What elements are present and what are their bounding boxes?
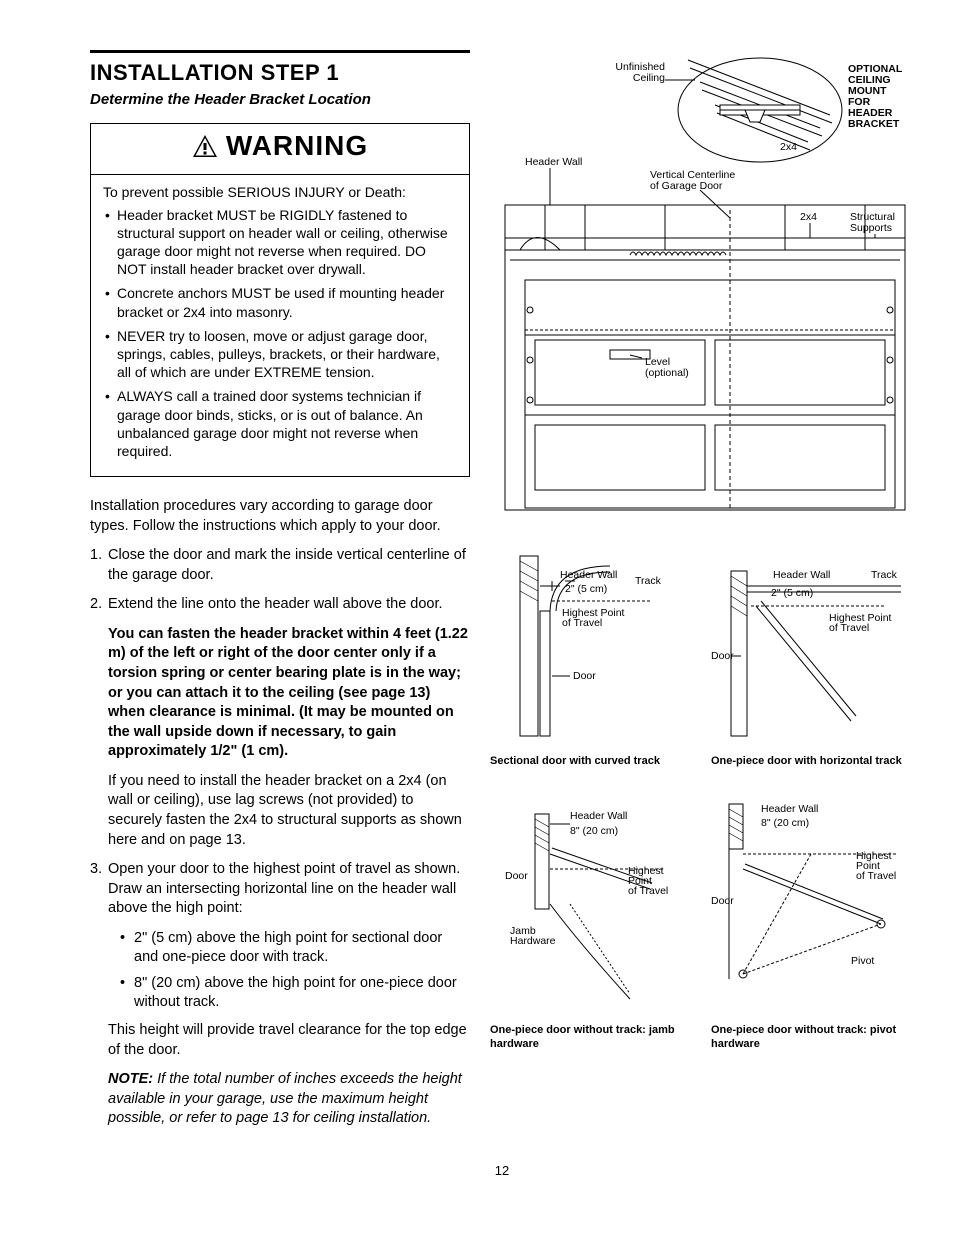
step-note: NOTE: If the total number of inches exce… (108, 1070, 470, 1129)
svg-text:JambHardware: JambHardware (510, 925, 556, 947)
warning-box: WARNING To prevent possible SERIOUS INJU… (90, 123, 470, 477)
label: Header Wall (570, 810, 627, 822)
page-title: INSTALLATION STEP 1 (90, 59, 470, 88)
step-text: Extend the line onto the header wall abo… (108, 595, 470, 615)
intro-paragraph: Installation procedures vary according t… (90, 497, 470, 536)
label: Track (871, 569, 898, 581)
svg-text:HighestPointof Travel: HighestPointof Travel (628, 865, 668, 897)
sub-item: 2" (5 cm) above the high point for secti… (120, 929, 470, 968)
page: INSTALLATION STEP 1 Determine the Header… (90, 50, 914, 1139)
svg-text:2" (5 cm): 2" (5 cm) (565, 583, 607, 595)
warning-item: ALWAYS call a trained door systems techn… (103, 387, 457, 460)
warning-list: Header bracket MUST be RIGIDLY fastened … (103, 206, 457, 460)
label: Header Wall (773, 569, 830, 581)
step-text: If you need to install the header bracke… (108, 772, 470, 850)
page-number: 12 (90, 1163, 914, 1180)
diagram-caption: One-piece door without track: pivot hard… (711, 1023, 914, 1052)
step-1: Close the door and mark the inside verti… (90, 546, 470, 585)
right-column: UnfinishedCeiling OPTIONALCEILINGMOUNTFO… (490, 50, 914, 1139)
left-column: INSTALLATION STEP 1 Determine the Header… (90, 50, 470, 1139)
label: Header Wall (761, 803, 818, 815)
step-text: Open your door to the highest point of t… (108, 860, 470, 919)
diagram-c: Header Wall 8" (20 cm) HighestPointof Tr… (490, 794, 693, 1051)
diagram-caption: One-piece door without track: jamb hardw… (490, 1023, 693, 1052)
label: Pivot (851, 955, 874, 967)
label-2x4-top: 2x4 (780, 141, 797, 153)
step-3-sublist: 2" (5 cm) above the high point for secti… (108, 929, 470, 1013)
note-label: NOTE: (108, 1071, 153, 1087)
label: 2" (5 cm) (771, 587, 813, 599)
warning-heading: WARNING (91, 124, 469, 175)
sub-item: 8" (20 cm) above the high point for one-… (120, 974, 470, 1013)
svg-text:OPTIONALCEILINGMOUNTFORHEADERB: OPTIONALCEILINGMOUNTFORHEADERBRACKET (848, 63, 903, 130)
warning-icon (192, 134, 218, 158)
steps-list: Close the door and mark the inside verti… (90, 546, 470, 1129)
diagram-b: Header Wall Track 2" (5 cm) Highest Poin… (711, 546, 914, 768)
warning-title: WARNING (226, 128, 368, 164)
svg-text:HighestPointof Travel: HighestPointof Travel (856, 850, 896, 882)
diagram-a: Header Wall 2" (5 cm) Track Highest Poin… (490, 546, 693, 768)
label: Door (505, 870, 528, 882)
svg-text:Level(optional): Level(optional) (645, 356, 689, 379)
label: Door (573, 670, 596, 682)
note-text: If the total number of inches exceeds th… (108, 1071, 462, 1126)
svg-text:StructuralSupports: StructuralSupports (850, 211, 895, 234)
label-2x4: 2x4 (800, 211, 817, 223)
warning-item: NEVER try to loosen, move or adjust gara… (103, 327, 457, 382)
warning-intro: To prevent possible SERIOUS INJURY or De… (103, 183, 457, 201)
label: Header Wall (560, 569, 617, 581)
svg-text:Highest Pointof Travel: Highest Pointof Travel (829, 612, 892, 634)
label: Door (711, 650, 734, 662)
warning-item: Concrete anchors MUST be used if mountin… (103, 284, 457, 320)
step-3: Open your door to the highest point of t… (90, 860, 470, 1129)
svg-text:Vertical Centerlineof Garage D: Vertical Centerlineof Garage Door (650, 169, 735, 192)
step-2: Extend the line onto the header wall abo… (90, 595, 470, 850)
step-bold-note: You can fasten the header bracket within… (108, 625, 470, 762)
instructions: Installation procedures vary according t… (90, 497, 470, 1129)
label: 8" (20 cm) (761, 817, 809, 829)
diagram-row-2: Header Wall 8" (20 cm) HighestPointof Tr… (490, 794, 914, 1051)
diagram-main: UnfinishedCeiling OPTIONALCEILINGMOUNTFO… (490, 50, 914, 520)
diagram-d: Header Wall 8" (20 cm) HighestPointof Tr… (711, 794, 914, 1051)
diagram-caption: One-piece door with horizontal track (711, 754, 914, 768)
label-header-wall: Header Wall (525, 156, 582, 168)
svg-text:Highest Pointof Travel: Highest Pointof Travel (562, 607, 625, 629)
svg-text:UnfinishedCeiling: UnfinishedCeiling (615, 61, 665, 84)
rule-top (90, 50, 470, 53)
step-text: This height will provide travel clearanc… (108, 1021, 470, 1060)
diagram-row-1: Header Wall 2" (5 cm) Track Highest Poin… (490, 546, 914, 768)
step-text: Close the door and mark the inside verti… (108, 547, 466, 583)
diagram-caption: Sectional door with curved track (490, 754, 693, 768)
label: 8" (20 cm) (570, 825, 618, 837)
page-subtitle: Determine the Header Bracket Location (90, 90, 470, 110)
label: Track (635, 575, 662, 587)
warning-item: Header bracket MUST be RIGIDLY fastened … (103, 206, 457, 279)
label: 2" (5 cm) (565, 583, 607, 595)
label: Door (711, 895, 734, 907)
warning-body: To prevent possible SERIOUS INJURY or De… (91, 175, 469, 476)
